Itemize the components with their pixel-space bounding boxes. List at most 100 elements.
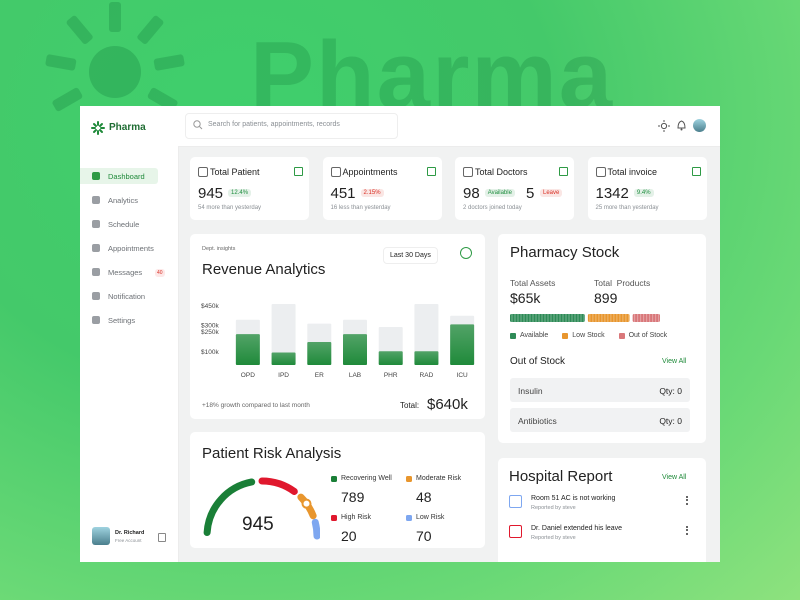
stock-item: Insulin Qty: 0 (510, 378, 690, 402)
nav-icon (92, 220, 100, 228)
revenue-title: Revenue Analytics (202, 261, 326, 278)
external-link-icon[interactable] (426, 167, 436, 176)
x-tick-label: PHR (384, 372, 398, 379)
revenue-kicker: Dept. insights (202, 246, 236, 252)
risk-label: Recovering Well (341, 475, 392, 482)
stat-value-secondary: 5 (526, 185, 535, 202)
search-placeholder: Search for patients, appointments, recor… (208, 121, 340, 128)
stat-title: Appointments (342, 167, 398, 177)
stat-value: 98 (463, 185, 480, 202)
risk-dot (331, 515, 337, 521)
stat-icon (463, 167, 473, 177)
stat-card: Total invoice 1342 9.4% 25 more than yester… (587, 157, 707, 220)
stat-note: 54 more than yesterday (198, 205, 262, 211)
revenue-total-label: Total: (400, 401, 420, 410)
revenue-footnote: +18% growth compared to last month (202, 402, 310, 409)
stock-bar (510, 314, 660, 322)
risk-dot (406, 476, 412, 482)
x-tick-label: ICU (457, 372, 469, 379)
report-item-by: Reported by steve (531, 505, 576, 511)
nav-icon (92, 292, 100, 300)
risk-label: Moderate Risk (416, 475, 462, 482)
external-link-icon[interactable] (691, 167, 701, 176)
stat-value: 1342 (595, 185, 629, 202)
nav-item[interactable]: Messages (108, 268, 143, 277)
report-item-title: Room 51 AC is not working (531, 495, 616, 502)
bar (414, 303, 439, 365)
nav-item[interactable]: Settings (108, 316, 136, 325)
stat-title: Total Patient (210, 167, 260, 177)
risk-dot (331, 476, 337, 482)
item-qty: Qty: 0 (659, 416, 682, 426)
stat-icon (330, 167, 341, 177)
report-item-title: Dr. Daniel extended his leave (531, 525, 623, 532)
risk-title: Patient Risk Analysis (202, 445, 342, 462)
nav-item[interactable]: Schedule (108, 220, 140, 229)
stat-icon (198, 167, 208, 177)
report-title: Hospital Report (509, 468, 613, 485)
stock-item: Antibiotics Qty: 0 (510, 408, 690, 432)
stat-note: 25 more than yesterday (595, 205, 659, 211)
external-link-icon[interactable] (559, 167, 568, 176)
theme-icon[interactable] (658, 120, 670, 132)
item-name: Insulin (518, 386, 543, 396)
nav-icon (92, 268, 100, 276)
nav-item[interactable]: Analytics (108, 196, 139, 205)
period-select[interactable]: Last 30 Days (383, 247, 438, 264)
logout-icon[interactable] (158, 533, 166, 542)
stat-card: Total Patient 945 12.4% 54 more than yester… (190, 157, 309, 220)
nav-icon (92, 244, 100, 252)
external-link-icon[interactable] (294, 167, 303, 176)
legend-swatch (618, 333, 625, 339)
stat-badge-secondary: Leave (540, 189, 563, 197)
risk-gauge (203, 477, 320, 540)
y-tick-label: $250k (201, 329, 219, 336)
stock-segment (632, 314, 660, 322)
nav-item[interactable]: Dashboard (108, 172, 145, 181)
logo-icon (91, 121, 105, 135)
y-tick-label: $100k (201, 349, 219, 356)
export-icon[interactable] (460, 247, 472, 259)
stat-note: 16 less than yesterday (330, 205, 391, 211)
bar (271, 303, 296, 365)
risk-card: Patient Risk Analysis 945 Recovering Well 7… (190, 432, 485, 548)
gauge-arc-decor (258, 477, 298, 496)
bar (235, 334, 260, 365)
more-icon[interactable] (686, 526, 690, 535)
bar (307, 342, 332, 365)
stock-segment (587, 314, 630, 322)
stat-card: Total Doctors 98 Available 5 Leave 2 doctors … (455, 157, 574, 220)
view-all-link[interactable]: View All (662, 358, 687, 365)
brand: Pharma (109, 122, 146, 133)
x-tick-label: ER (315, 372, 324, 379)
legend-swatch (562, 333, 569, 339)
legend-swatch (510, 333, 516, 339)
revenue-total: $640k (427, 396, 468, 413)
bar (414, 351, 439, 365)
nav-item[interactable]: Appointments (108, 244, 154, 253)
search-icon (193, 120, 203, 130)
y-tick-label: $450k (201, 303, 219, 310)
risk-label: Low Risk (416, 514, 445, 521)
stat-badge: 2.15% (360, 189, 384, 197)
search-box[interactable] (185, 113, 398, 139)
x-tick-label: LAB (349, 372, 361, 379)
view-all-link[interactable]: View All (662, 474, 687, 481)
risk-value: 48 (416, 489, 432, 505)
more-icon[interactable] (686, 496, 690, 505)
user-avatar[interactable] (92, 527, 110, 545)
messages-badge: 40 (155, 269, 165, 277)
bar (378, 351, 403, 365)
products-value: 899 (594, 290, 618, 306)
bell-icon[interactable] (676, 119, 687, 131)
risk-total: 945 (242, 514, 274, 535)
report-item-by: Reported by steve (531, 535, 576, 541)
profile-avatar[interactable] (693, 119, 706, 132)
risk-label: High Risk (341, 514, 371, 521)
nav-item[interactable]: Notification (108, 292, 146, 301)
top-bar: Search for patients, appointments, recor… (178, 106, 720, 147)
report-icon (509, 525, 522, 538)
stat-icon (595, 167, 606, 177)
x-tick-label: RAD (420, 372, 434, 379)
stat-card: Appointments 451 2.15% 16 less than yesterd… (322, 157, 442, 220)
